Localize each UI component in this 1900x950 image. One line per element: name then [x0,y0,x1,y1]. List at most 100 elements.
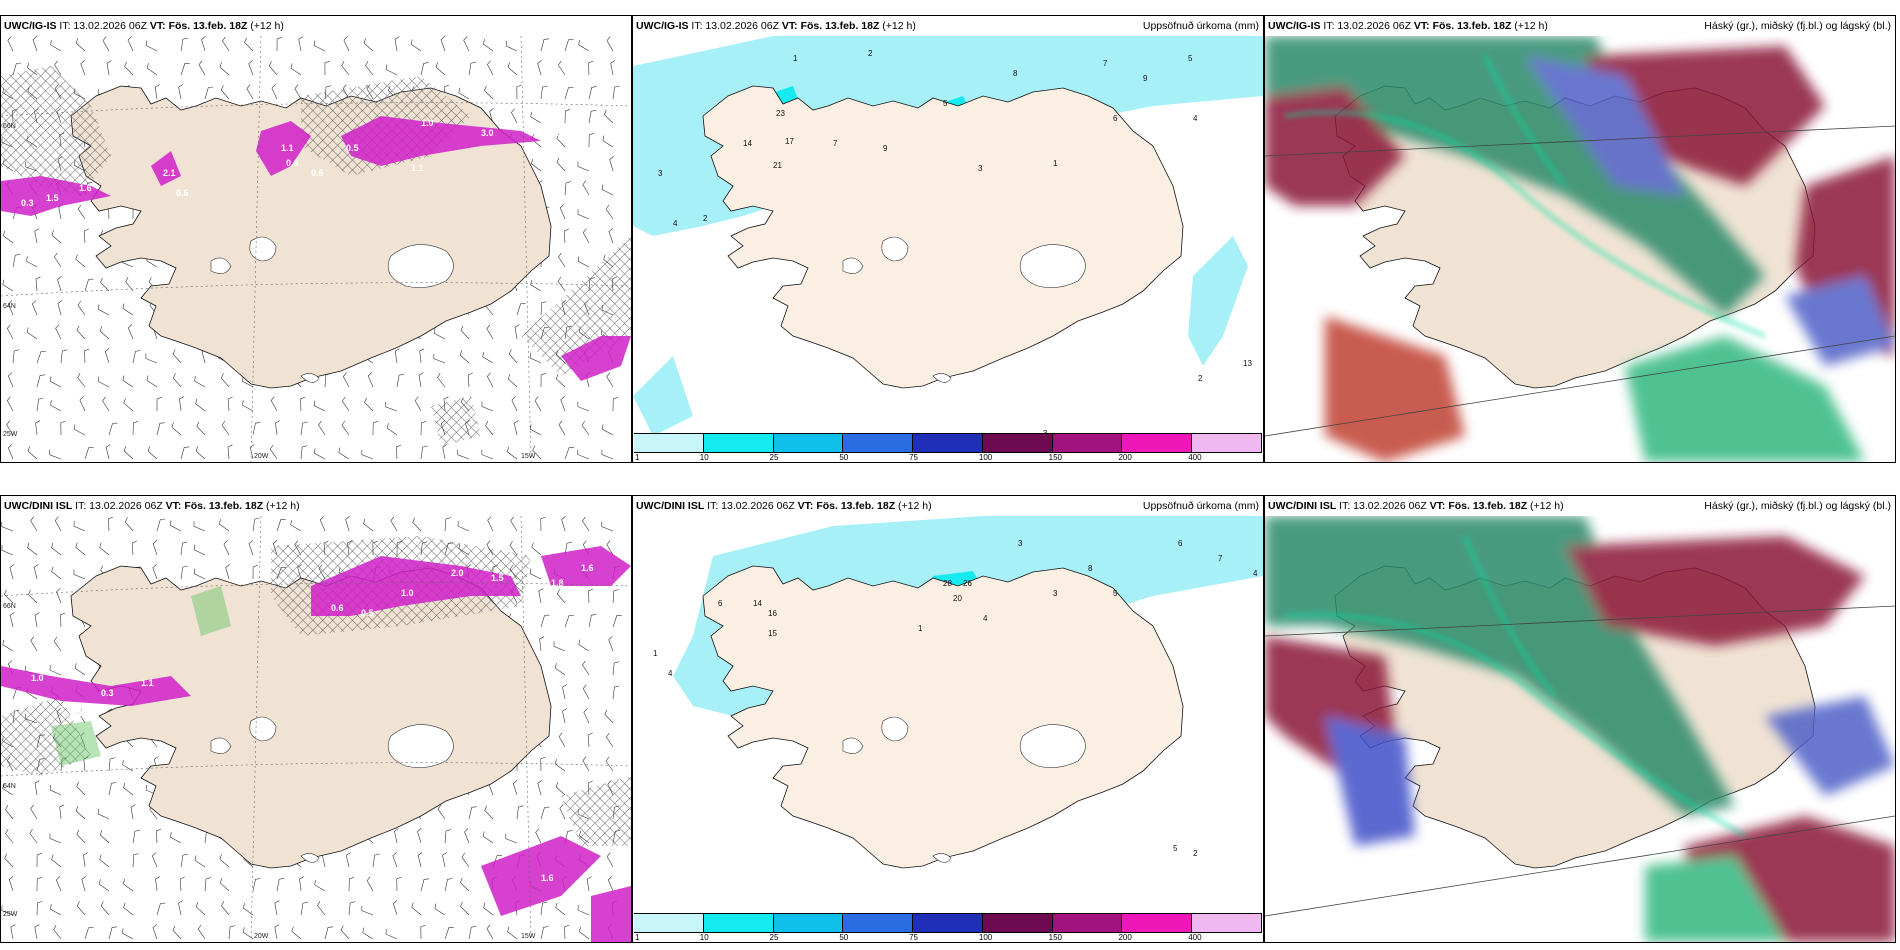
wind-barb [440,36,446,52]
colorbar-label: 1 [635,933,640,942]
panel-clouds-dini: UWC/DINI ISL IT: 13.02.2026 06Z VT: Fös.… [1264,495,1896,943]
wind-barb [468,806,477,820]
wind-barb [242,927,254,940]
panel-header: UWC/DINI ISL IT: 13.02.2026 06Z VT: Fös.… [1265,496,1895,516]
wind-barb [179,396,184,412]
wind-barb [564,924,570,940]
wind-barb [605,204,614,220]
panel-wind-precip-igis: UWC/IG-IS IT: 13.02.2026 06Z VT: Fös. 13… [0,15,632,463]
wind-barb [152,852,158,868]
wind-barb [108,516,114,532]
wind-barb [361,905,374,916]
wind-barb [60,420,66,436]
value-label: 17 [785,137,794,146]
wind-barb [73,569,86,580]
wind-barb [540,806,550,820]
wind-barb [396,876,402,892]
wind-barb [577,449,590,460]
wind-barb [55,324,62,340]
grid-lines [1265,605,1895,917]
wind-barb [362,927,374,940]
model-name: UWC/IG-IS [636,20,689,32]
wind-barb [131,540,138,556]
valid-time: VT: Fös. 13.feb. 18Z [165,500,264,512]
wind-barb [204,86,214,100]
wind-barb [562,684,567,700]
colorbar-label: 200 [1118,453,1132,462]
value-label: 26 [963,579,972,588]
wind-barb [124,61,134,76]
high-clouds [1265,516,1895,942]
value-label: 5 [943,99,948,108]
wind-barb [601,521,614,532]
wind-barb [582,516,590,532]
wind-barb [509,540,518,556]
lon-label: 20W [254,453,269,460]
wind-barb [99,542,110,556]
wind-barb [554,759,566,772]
wind-barb [556,589,566,604]
wind-barb [123,902,134,916]
wind-barb [317,901,326,916]
wind-barb [412,517,422,532]
value-label: 28 [943,579,952,588]
wind-barb [420,421,427,436]
wind-barb [540,926,549,940]
wind-barb [560,396,566,412]
wind-barb [147,446,158,460]
wind-barb [1,545,14,556]
wind-barb [386,423,398,436]
wind-barb [75,254,86,268]
wind-barb [364,397,374,412]
value-label: 1 [653,649,658,658]
wind-barb [484,805,494,820]
wind-barb [122,928,134,940]
wind-barb [507,62,518,76]
wind-barb [49,784,62,796]
value-label: 0.5 [361,608,374,618]
wind-barb [564,38,574,52]
value-label: 2 [1193,849,1198,858]
wind-barb [458,87,470,100]
wind-barb [582,660,590,676]
wind-barb [178,84,183,100]
colorbar-swatch [913,434,983,452]
value-label: 2.0 [451,568,464,578]
wind-barb [3,230,14,244]
wind-barb [444,927,454,940]
wind-barb [274,924,280,940]
wind-barb [36,852,42,868]
wind-barb [77,373,86,388]
wind-barb [170,520,182,532]
panel-wind-precip-dini: UWC/DINI ISL IT: 13.02.2026 06Z VT: Fös.… [0,495,632,943]
wind-barb [97,808,110,820]
wind-barb [324,926,334,940]
lead-time: (+12 h) [266,500,300,512]
wind-barb [242,376,254,388]
value-label: 1.0 [401,588,414,598]
wind-barb [132,829,140,844]
wind-barb [559,804,566,820]
wind-barb [30,804,38,820]
wind-barb [220,85,230,100]
wind-barb [270,396,278,412]
init-time: IT: 13.02.2026 06Z [1323,20,1411,32]
lat-label: 25W [3,431,18,438]
colorbar-swatch [1122,434,1193,452]
wind-barb [57,300,63,316]
wind-barb [49,449,62,460]
value-label: 1 [793,54,798,63]
wind-barb [539,636,545,652]
wind-barb [564,109,571,124]
init-time: IT: 13.02.2026 06Z [707,500,795,512]
wind-barb [196,421,206,436]
grid-lines [1265,125,1895,437]
wind-barb [60,612,66,628]
wind-barb [132,421,139,436]
wind-barb [50,39,62,52]
wind-barb [154,84,160,100]
wind-barb [246,84,254,100]
wind-barb [319,516,326,532]
wind-barb [50,904,62,916]
wind-barb [588,86,597,100]
